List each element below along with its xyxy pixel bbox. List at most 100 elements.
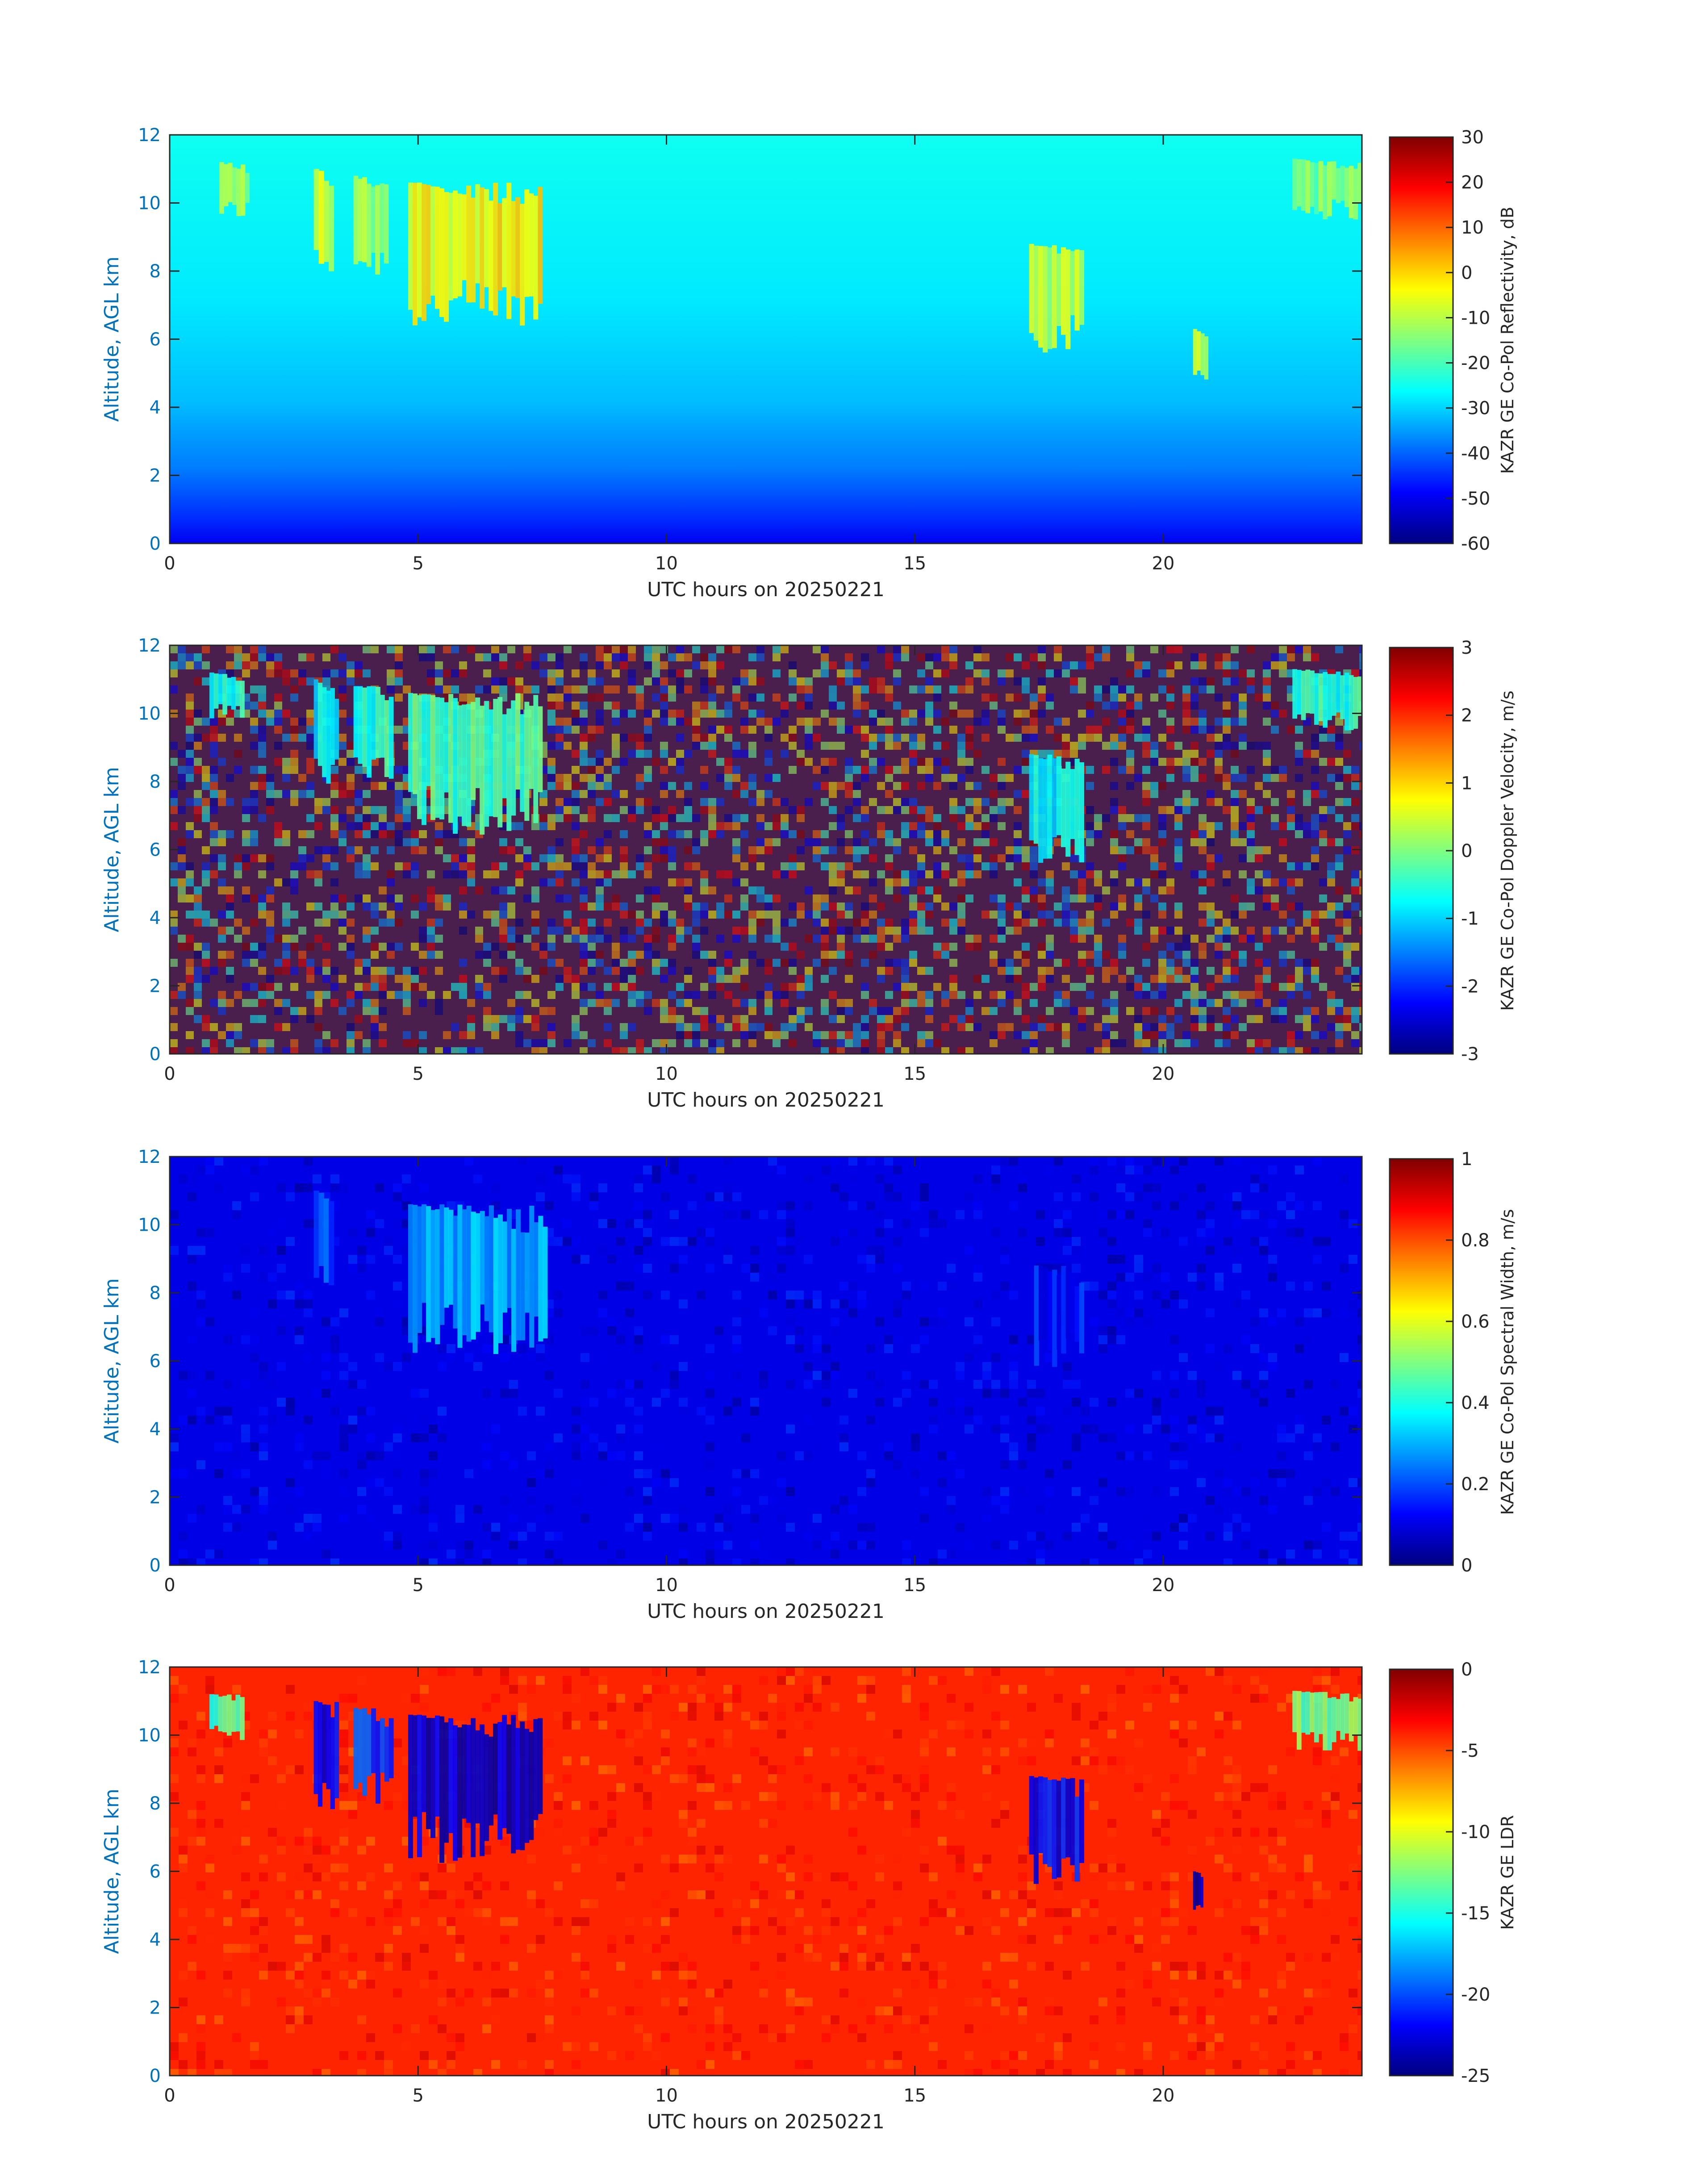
colorbar-tick-label: -60	[1461, 534, 1490, 554]
x-tick-label: 5	[413, 2085, 424, 2106]
x-tick-label: 10	[655, 2085, 678, 2106]
y-tick-label: 0	[150, 1044, 161, 1065]
cloud-feature	[1292, 669, 1362, 731]
colorbar-tick-label: -25	[1461, 2066, 1490, 2086]
colorbar-tick-label: -2	[1461, 976, 1479, 997]
y-tick-label: 2	[150, 1488, 161, 1508]
y-tick-label: 6	[150, 330, 161, 350]
heatmap-field	[170, 645, 1362, 1054]
cloud-feature	[353, 686, 394, 779]
y-tick-label: 0	[150, 534, 161, 554]
cloud-feature	[1193, 329, 1209, 380]
y-tick-label: 10	[138, 1215, 161, 1236]
x-tick-label: 5	[413, 1064, 424, 1084]
colorbar-tick-label: -1	[1461, 909, 1479, 929]
cloud-feature	[219, 162, 250, 216]
x-axis-label: UTC hours on 20250221	[647, 2110, 885, 2133]
y-tick-label: 4	[150, 1419, 161, 1440]
y-tick-label: 6	[150, 1862, 161, 1882]
x-tick-label: 10	[655, 1064, 678, 1084]
x-axis-label: UTC hours on 20250221	[647, 578, 885, 601]
panel-4: 0 5 10 15 20 0 2 4 6 8 10 12 UTC hours on 20250221 Al…	[100, 1657, 1517, 2133]
colorbar-tick-label: -20	[1461, 353, 1490, 374]
y-tick-label: 4	[150, 1930, 161, 1950]
x-tick-label: 20	[1152, 1575, 1175, 1596]
x-tick-label: 0	[164, 553, 175, 574]
colorbar-label: KAZR GE Co-Pol Doppler Velocity, m/s	[1498, 690, 1517, 1011]
cloud-feature	[1034, 1266, 1084, 1367]
colorbar: -3 -2 -1 0 1 2 3 KAZR GE Co-Pol Doppler Velocit…	[1389, 638, 1517, 1065]
colorbar-tick-label: 0.6	[1461, 1312, 1490, 1332]
cloud-feature	[313, 1701, 339, 1809]
colorbar-tick-label: 2	[1461, 706, 1472, 726]
colorbar-scale	[1389, 1158, 1454, 1566]
colorbar-tick-label: 20	[1461, 172, 1484, 193]
y-tick-label: 2	[150, 976, 161, 997]
heatmap-field	[170, 1157, 1362, 1565]
colorbar-tick-label: 0.4	[1461, 1393, 1490, 1413]
colorbar-tick-label: 1	[1461, 773, 1472, 794]
colorbar-tick-label: 0.8	[1461, 1230, 1490, 1251]
colorbar-scale	[1389, 1668, 1454, 2077]
y-tick-label: 8	[150, 261, 161, 282]
colorbar-tick-label: -5	[1461, 1741, 1479, 1761]
colorbar-tick-label: -10	[1461, 1822, 1490, 1843]
y-tick-label: 8	[150, 1283, 161, 1304]
y-tick-label: 8	[150, 772, 161, 792]
colorbar-tick-label: 0	[1461, 841, 1472, 861]
cloud-feature	[353, 175, 389, 275]
x-tick-label: 15	[903, 2085, 926, 2106]
y-tick-label: 12	[138, 125, 161, 146]
x-tick-label: 20	[1152, 1064, 1175, 1084]
y-tick-label: 0	[150, 2066, 161, 2086]
y-tick-label: 2	[150, 466, 161, 486]
colorbar: -60 -50 -40 -30 -20 -10 0 10 20 30 KAZR GE Co-Pol …	[1389, 127, 1517, 554]
cloud-feature	[313, 169, 334, 272]
cloud-feature	[1193, 1871, 1203, 1910]
colorbar-label: KAZR GE LDR	[1498, 1815, 1517, 1930]
x-tick-label: 15	[903, 1064, 926, 1084]
cloud-feature	[408, 1714, 543, 1863]
cloud-feature	[1292, 159, 1362, 220]
y-tick-label: 2	[150, 1998, 161, 2018]
cloud-feature	[1029, 754, 1084, 863]
y-tick-label: 12	[138, 1657, 161, 1678]
y-tick-label: 0	[150, 1555, 161, 1576]
y-tick-label: 12	[138, 1147, 161, 1167]
cloud-feature	[209, 673, 245, 719]
x-tick-label: 0	[164, 1575, 175, 1596]
x-tick-label: 20	[1152, 553, 1175, 574]
x-tick-label: 0	[164, 1064, 175, 1084]
colorbar-tick-label: 0	[1461, 263, 1472, 283]
cloud-feature	[1029, 1776, 1084, 1884]
heatmap-field	[170, 1667, 1362, 2076]
y-axis-label: Altitude, AGL km	[100, 767, 123, 932]
y-tick-label: 4	[150, 397, 161, 418]
colorbar-tick-label: 1	[1461, 1149, 1472, 1170]
colorbar-tick-label: -30	[1461, 398, 1490, 419]
x-axis-label: UTC hours on 20250221	[647, 1600, 885, 1623]
colorbar-tick-label: -3	[1461, 1044, 1479, 1065]
colorbar-tick-label: 10	[1461, 217, 1484, 238]
y-tick-label: 12	[138, 635, 161, 656]
colorbar-label: KAZR GE Co-Pol Spectral Width, m/s	[1498, 1209, 1517, 1515]
colorbar-tick-label: 0.2	[1461, 1474, 1490, 1495]
cloud-feature	[408, 693, 543, 835]
y-tick-label: 4	[150, 908, 161, 928]
colorbar: -25 -20 -15 -10 -5 0 KAZR GE LDR	[1389, 1659, 1517, 2086]
colorbar-tick-label: 0	[1461, 1659, 1472, 1680]
x-tick-label: 5	[413, 553, 424, 574]
y-tick-label: 6	[150, 840, 161, 861]
cloud-feature	[408, 182, 543, 326]
x-tick-label: 20	[1152, 2085, 1175, 2106]
heatmap-background	[170, 135, 1362, 543]
heatmap-field	[170, 135, 1362, 543]
cloud-feature	[209, 1694, 245, 1740]
x-tick-label: 10	[655, 553, 678, 574]
panel-1: 0 5 10 15 20 0 2 4 6 8 10 12 UTC hours on 20250221 Al…	[100, 125, 1517, 601]
x-tick-label: 0	[164, 2085, 175, 2106]
y-axis-label: Altitude, AGL km	[100, 1788, 123, 1954]
